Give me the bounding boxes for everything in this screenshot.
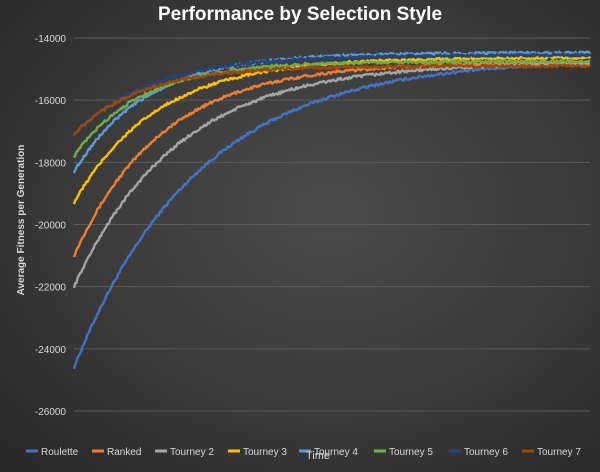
legend-label: Tourney 5 [389, 447, 433, 458]
gridlines [74, 37, 590, 412]
y-tick-label: -24000 [35, 345, 67, 356]
series-line-tourney-5 [72, 58, 591, 159]
legend-label: Ranked [107, 447, 141, 458]
series-line-ranked [72, 60, 590, 258]
x-axis-title: Time [306, 450, 330, 462]
series-line-tourney-4 [72, 50, 592, 174]
chart-title: Performance by Selection Style [157, 4, 443, 25]
legend-label: Tourney 7 [537, 447, 581, 458]
legend-label: Tourney 3 [243, 447, 287, 458]
y-tick-label: -26000 [35, 407, 67, 418]
legend-label: Tourney 6 [464, 447, 508, 458]
series-lines [72, 50, 592, 370]
series-line-tourney-3 [72, 55, 592, 205]
legend: Roulette Ranked Tourney 2 Tourney 3 Tourney … [26, 447, 581, 458]
series-line-tourney-7 [72, 63, 591, 137]
y-tick-label: -22000 [35, 283, 67, 294]
y-tick-label: -18000 [35, 158, 67, 169]
series-line-tourney-6 [72, 52, 591, 137]
legend-label: Roulette [41, 447, 79, 458]
y-axis-ticks: -14000 -16000 -18000 -20000 -22000 -24000 -260… [35, 34, 67, 418]
y-tick-label: -16000 [35, 96, 67, 107]
y-tick-label: -20000 [35, 221, 67, 232]
legend-label: Tourney 4 [314, 447, 358, 458]
series-line-roulette [72, 60, 591, 370]
legend-label: Tourney 2 [170, 447, 214, 458]
y-tick-label: -14000 [35, 34, 67, 45]
y-axis-title: Average Fitness per Generation [16, 145, 27, 296]
